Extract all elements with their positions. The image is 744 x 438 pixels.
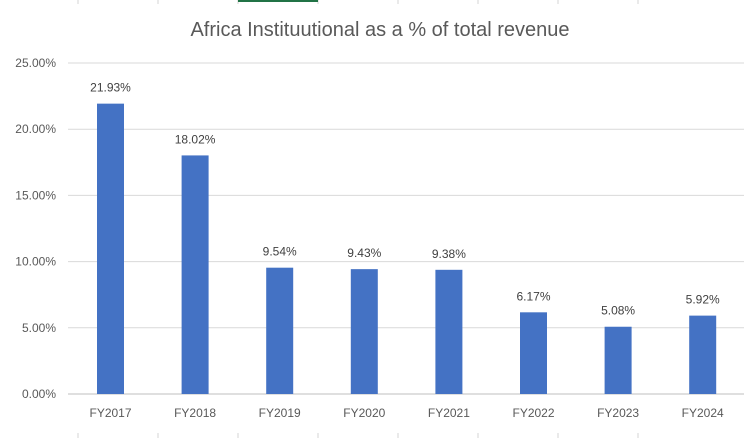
bar	[97, 103, 124, 395]
data-label: 18.02%	[175, 132, 216, 146]
bar	[181, 155, 209, 394]
y-tick-label: 25.00%	[15, 56, 56, 70]
bar	[604, 326, 632, 394]
x-tick-label: FY2020	[343, 406, 385, 420]
bar	[435, 269, 463, 394]
selected-cell-indicator	[238, 0, 318, 2]
y-tick-label: 0.00%	[22, 387, 56, 401]
x-tick-label: FY2018	[174, 406, 216, 420]
x-tick-label: FY2017	[89, 406, 131, 420]
y-tick-label: 20.00%	[15, 122, 56, 136]
spreadsheet-gridlines	[77, 0, 639, 438]
data-label: 9.43%	[347, 246, 381, 260]
y-tick-label: 15.00%	[15, 188, 56, 202]
data-label: 5.08%	[601, 304, 635, 318]
y-tick-label: 5.00%	[22, 321, 56, 335]
chart-gridlines	[68, 62, 744, 395]
y-axis: 0.00% 5.00% 10.00% 15.00% 20.00% 25.00%	[15, 56, 56, 401]
x-tick-label: FY2024	[682, 406, 724, 420]
data-label: 5.92%	[686, 293, 720, 307]
data-label: 6.17%	[516, 289, 550, 303]
x-axis: FY2017 FY2018 FY2019 FY2020 FY2021 FY2022 FY20…	[89, 406, 724, 420]
data-label: 21.93%	[90, 81, 131, 95]
x-tick-label: FY2023	[597, 406, 639, 420]
y-tick-label: 10.00%	[15, 255, 56, 269]
bar	[520, 312, 547, 394]
data-label: 9.54%	[263, 245, 297, 259]
bar	[689, 315, 717, 394]
chart-title: Africa Instituutional as a % of total re…	[190, 19, 569, 41]
x-tick-label: FY2022	[512, 406, 554, 420]
data-label: 9.38%	[432, 247, 466, 261]
x-tick-label: FY2021	[428, 406, 470, 420]
x-tick-label: FY2019	[259, 406, 301, 420]
bar-series	[97, 103, 717, 395]
bar	[350, 269, 378, 394]
data-labels: 21.93% 18.02% 9.54% 9.43% 9.38% 6.17% 5.08% 5.9…	[90, 81, 720, 318]
bar	[266, 267, 294, 394]
